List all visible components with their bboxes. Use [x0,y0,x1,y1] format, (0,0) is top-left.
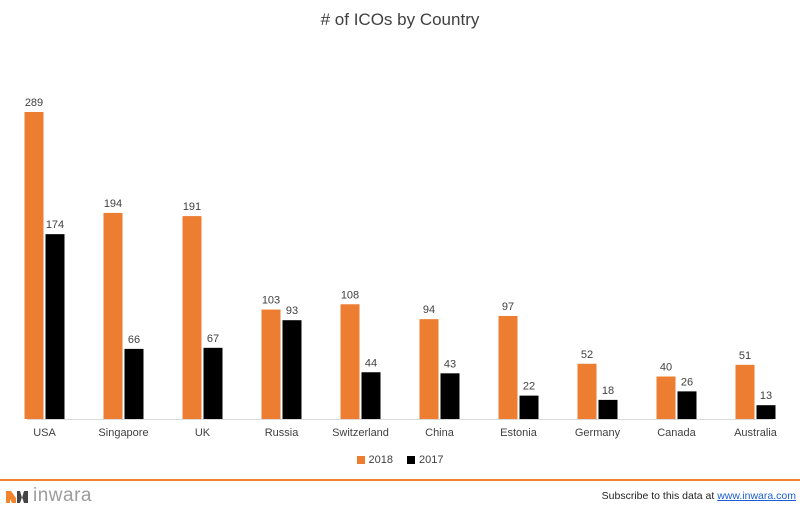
chart-title: # of ICOs by Country [320,10,480,29]
bar-2017-switzerland [361,372,381,419]
bar-2018-usa [24,112,44,419]
data-label-2017-russia: 93 [286,305,298,317]
data-label-2018-canada: 40 [660,362,672,374]
x-tick-label-estonia: Estonia [500,427,538,439]
bar-2017-canada [677,391,697,419]
chart-legend: 2018 2017 [0,454,800,466]
brand-name: inwara [33,485,92,506]
bar-2017-usa [45,234,65,419]
bar-2017-uk [203,347,223,419]
legend-item-2017: 2017 [407,454,443,466]
bar-2017-russia [282,320,302,419]
data-label-2017-singapore: 66 [128,334,140,346]
legend-swatch-2017 [407,456,415,464]
bar-2018-switzerland [340,304,360,419]
data-label-2017-australia: 13 [760,390,772,402]
data-label-2017-usa: 174 [46,219,64,231]
legend-item-2018: 2018 [356,454,393,466]
x-tick-label-germany: Germany [575,427,621,439]
bar-2018-singapore [103,212,123,419]
data-label-2018-singapore: 194 [104,198,122,210]
bar-2017-china [440,373,460,419]
x-tick-label-uk: UK [195,427,211,439]
data-label-2017-uk: 67 [207,333,219,345]
data-label-2018-china: 94 [423,304,435,316]
data-label-2018-russia: 103 [262,295,280,307]
subscribe-text: Subscribe to this data at [601,490,718,502]
bar-2017-germany [598,399,618,419]
x-tick-label-china: China [425,427,455,439]
bar-2018-china [419,319,439,419]
bar-2018-russia [261,309,281,419]
data-label-2018-switzerland: 108 [341,289,359,301]
bar-2017-singapore [124,348,144,419]
data-label-2017-germany: 18 [602,385,614,397]
bar-2018-uk [182,216,202,419]
brand-logo: inwara [6,485,92,507]
inwara-logo-icon [6,491,28,503]
x-tick-label-russia: Russia [265,427,300,439]
data-label-2018-australia: 51 [739,350,751,362]
x-tick-label-singapore: Singapore [98,427,148,439]
data-label-2018-usa: 289 [25,97,43,109]
bar-2017-estonia [519,395,539,419]
data-label-2017-estonia: 22 [523,381,535,393]
data-label-2017-canada: 26 [681,376,693,388]
legend-label-2017: 2017 [419,454,444,466]
legend-swatch-2018 [356,456,365,464]
data-label-2017-china: 43 [444,358,456,370]
x-tick-label-usa: USA [33,427,56,439]
x-tick-label-australia: Australia [734,427,778,439]
footer-divider [0,479,800,481]
bar-2018-canada [656,376,676,419]
data-label-2017-switzerland: 44 [365,357,377,369]
bar-chart: 289 174 USA 194 66 Singapore 191 67 UK 103 93 Russi… [24,97,778,439]
data-label-2018-estonia: 97 [502,301,514,313]
data-label-2018-uk: 191 [183,201,201,213]
bar-2018-germany [577,363,597,419]
data-label-2018-germany: 52 [581,349,593,361]
x-tick-label-canada: Canada [657,427,696,439]
x-tick-label-switzerland: Switzerland [332,427,389,439]
legend-label-2018: 2018 [368,454,393,466]
bar-2018-estonia [498,315,518,419]
bar-2017-australia [756,405,776,419]
subscribe-notice: Subscribe to this data at www.inwara.com [602,490,796,502]
bar-2018-australia [735,364,755,419]
subscribe-link[interactable]: www.inwara.com [717,490,796,502]
